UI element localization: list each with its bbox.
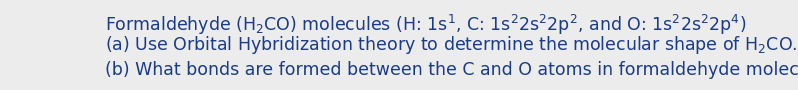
Text: Formaldehyde (H$_2$CO) molecules (H: 1s$^1$, C: 1s$^2$2s$^2$2p$^2$, and O: 1s$^2: Formaldehyde (H$_2$CO) molecules (H: 1s$… (105, 13, 746, 37)
Text: (a) Use Orbital Hybridization theory to determine the molecular shape of H$_2$CO: (a) Use Orbital Hybridization theory to … (105, 34, 798, 56)
Text: (b) What bonds are formed between the C and O atoms in formaldehyde molecules? (: (b) What bonds are formed between the C … (105, 61, 798, 79)
